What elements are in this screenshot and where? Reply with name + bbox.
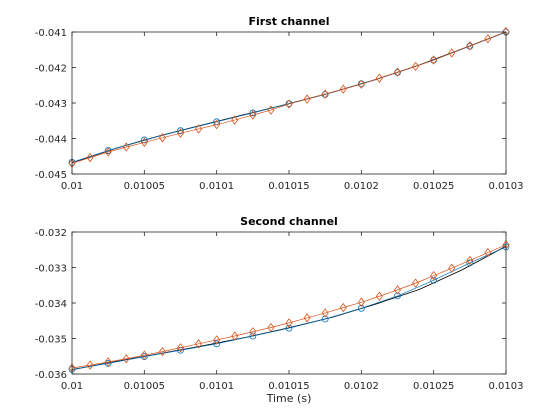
y-tick-labels: -0.036 -0.035 -0.034 -0.033 -0.032 — [35, 228, 67, 381]
data-point-diamond — [231, 115, 239, 125]
data-point-diamond — [357, 79, 365, 89]
data-point-diamond — [285, 99, 293, 109]
data-point-diamond — [412, 278, 420, 288]
data-point-diamond — [213, 119, 221, 130]
data-point-diamond — [484, 34, 492, 44]
data-point-diamond — [375, 73, 383, 83]
data-point-circle — [177, 127, 184, 135]
data-point-diamond — [104, 357, 112, 367]
data-point-diamond — [249, 110, 257, 120]
y-tick-label: -0.044 — [35, 135, 67, 146]
data-point-diamond — [231, 331, 239, 341]
axes-first-channel: First channel 0.01 0.01005 0.0101 0.0101… — [35, 15, 524, 192]
x-tick-label: 0.0102 — [344, 181, 379, 192]
data-point-diamond — [321, 308, 329, 318]
data-point-diamond — [285, 318, 293, 328]
data-point-diamond — [466, 41, 474, 51]
y-tick-label: -0.034 — [35, 299, 67, 310]
data-point-diamond — [357, 297, 365, 307]
data-point-diamond — [321, 89, 329, 99]
data-point-diamond — [86, 360, 94, 370]
data-point-diamond — [412, 61, 420, 72]
x-tick-label: 0.01 — [61, 181, 83, 192]
data-point-circle — [177, 346, 184, 354]
data-point-circle — [430, 276, 438, 284]
x-axis-label: Time (s) — [266, 392, 312, 405]
data-point-diamond — [122, 142, 130, 152]
y-tick-label: -0.042 — [35, 64, 67, 75]
y-tick-labels: -0.045 -0.044 -0.043 -0.042 -0.041 — [35, 28, 67, 181]
data-point-diamond — [267, 105, 275, 115]
x-tick-label: 0.0103 — [489, 181, 524, 192]
data-point-diamond — [466, 255, 474, 266]
x-tick-label: 0.01 — [61, 381, 83, 392]
x-tick-label: 0.01025 — [413, 381, 454, 392]
chart-title: First channel — [248, 15, 329, 28]
y-tick-label: -0.041 — [35, 28, 67, 39]
data-point-diamond — [448, 263, 456, 273]
data-point-diamond — [394, 285, 401, 295]
y-tick-label: -0.043 — [35, 99, 67, 110]
data-point-diamond — [158, 133, 166, 143]
data-point-diamond — [249, 327, 257, 337]
x-tick-label: 0.0103 — [489, 381, 524, 392]
data-point-diamond — [195, 124, 203, 134]
x-tick-label: 0.0101 — [199, 181, 234, 192]
axes-second-channel: Second channel 0.01 0.01005 0.0101 0.010… — [35, 215, 524, 405]
data-point-diamond — [303, 94, 311, 104]
series-line-3 — [71, 244, 507, 369]
series-line-3 — [71, 31, 507, 164]
y-tick-label: -0.036 — [35, 370, 67, 381]
data-point-diamond — [140, 137, 148, 148]
plot-area — [68, 240, 510, 373]
data-point-diamond — [484, 247, 492, 258]
data-point-diamond — [339, 84, 347, 94]
y-tick-label: -0.032 — [35, 228, 67, 239]
data-point-diamond — [122, 354, 130, 364]
data-point-diamond — [430, 270, 438, 281]
data-point-diamond — [177, 128, 184, 138]
data-point-diamond — [430, 55, 438, 65]
x-tick-label: 0.01015 — [268, 181, 309, 192]
data-point-circle — [249, 332, 257, 340]
data-point-circle — [466, 259, 474, 267]
data-point-circle — [394, 292, 401, 300]
axes-box — [71, 31, 507, 175]
x-tick-label: 0.01025 — [413, 181, 454, 192]
x-tick-label: 0.01005 — [124, 181, 165, 192]
data-point-circle — [249, 109, 257, 117]
x-tick-labels: 0.01 0.01005 0.0101 0.01015 0.0102 0.010… — [61, 181, 524, 192]
data-point-diamond — [213, 335, 221, 345]
data-point-diamond — [375, 291, 383, 301]
data-point-diamond — [267, 322, 275, 333]
data-point-circle — [285, 324, 293, 332]
data-point-circle — [321, 315, 329, 323]
data-point-diamond — [195, 339, 203, 349]
x-tick-label: 0.01005 — [124, 381, 165, 392]
y-tick-label: -0.033 — [35, 264, 67, 275]
data-point-diamond — [448, 48, 456, 58]
y-tick-label: -0.045 — [35, 170, 67, 181]
data-point-diamond — [394, 67, 401, 77]
data-point-diamond — [86, 153, 94, 163]
x-tick-labels: 0.01 0.01005 0.0101 0.01015 0.0102 0.010… — [61, 381, 524, 392]
data-point-circle — [357, 304, 365, 312]
data-point-circle — [140, 136, 148, 144]
y-tick-label: -0.035 — [35, 335, 67, 346]
data-point-diamond — [339, 302, 347, 313]
plot-area — [68, 26, 510, 169]
x-tick-label: 0.0101 — [199, 381, 234, 392]
data-point-diamond — [140, 350, 148, 360]
data-point-diamond — [177, 343, 184, 353]
axes-box — [71, 231, 507, 375]
data-point-diamond — [104, 147, 112, 157]
data-point-diamond — [158, 346, 166, 357]
data-point-circle — [213, 340, 221, 348]
data-point-diamond — [303, 313, 311, 323]
x-tick-label: 0.01015 — [268, 381, 309, 392]
chart-title: Second channel — [240, 215, 338, 228]
x-tick-label: 0.0102 — [344, 381, 379, 392]
